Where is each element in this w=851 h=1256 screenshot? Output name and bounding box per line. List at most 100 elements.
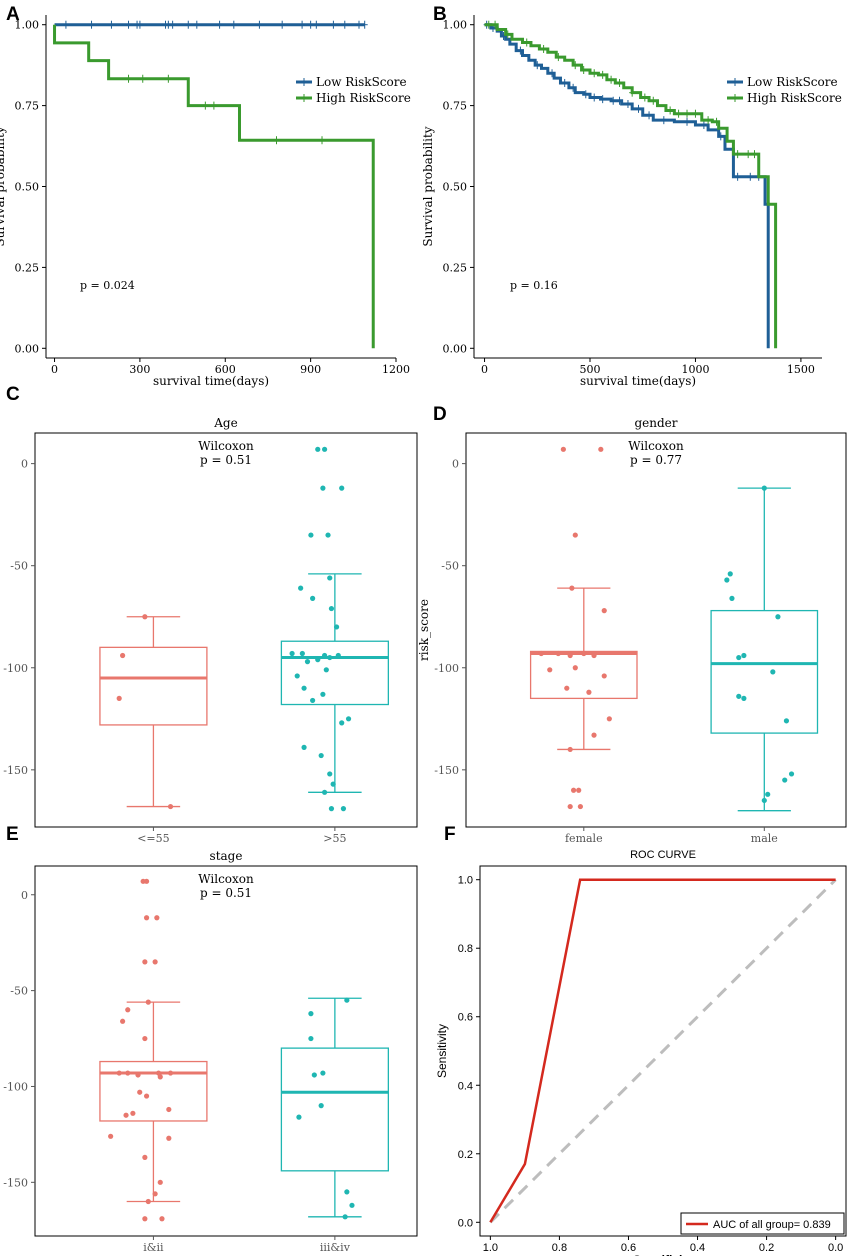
data-point: [572, 532, 578, 538]
data-point: [339, 485, 345, 491]
km-plot-a: 0.00 0.25 0.50 0.75 1.00 0 300 600 900 1200 surviv…: [0, 15, 411, 388]
data-point: [327, 575, 333, 581]
data-point: [320, 485, 326, 491]
data-point: [328, 605, 335, 612]
x-axis-label: survival time(days): [580, 374, 696, 388]
panel-b: B 0.00 0.25 0.50 0.75 1.00 0 500 1000 1500 surviv…: [421, 4, 842, 388]
data-point: [761, 485, 767, 491]
y-tick-label: 0.6: [458, 1012, 473, 1024]
data-point: [564, 685, 570, 691]
data-point: [741, 652, 747, 659]
data-point: [782, 777, 788, 783]
data-point: [591, 652, 597, 659]
y-tick-label: 0.8: [458, 943, 473, 955]
data-point: [727, 571, 733, 577]
legend-label: Low RiskScore: [316, 75, 407, 89]
x-tick-label: 500: [580, 363, 601, 376]
data-point: [736, 654, 742, 661]
data-point: [555, 650, 561, 657]
test-name: Wilcoxon: [198, 872, 254, 886]
y-tick-label: -150: [434, 764, 459, 777]
data-point: [308, 1035, 314, 1042]
plot-frame: [34, 865, 418, 1237]
data-point: [598, 446, 604, 452]
data-point: [765, 791, 771, 797]
data-point: [320, 691, 326, 697]
y-tick-label: -100: [434, 662, 459, 675]
panel-letter-b: B: [433, 4, 447, 25]
y-axis-label: Survival probability: [421, 126, 435, 246]
y-tick-label: 0.4: [458, 1080, 473, 1092]
roc-curve: [489, 878, 836, 1223]
data-point: [299, 650, 305, 657]
data-point: [591, 732, 597, 738]
panel-letter-e: E: [6, 824, 19, 845]
data-point: [159, 1216, 165, 1222]
data-point: [125, 1070, 131, 1076]
x-tick-label: female: [565, 832, 603, 845]
iqr-box: [710, 609, 819, 734]
x-tick-label: 1200: [382, 363, 410, 376]
x-tick-label: 0.0: [828, 1242, 843, 1254]
iqr-box: [529, 650, 638, 700]
x-tick-label: i&ii: [143, 1241, 164, 1254]
data-point: [783, 718, 790, 724]
y-axis-label: Survival probability: [0, 126, 7, 246]
data-point: [560, 446, 566, 452]
data-point: [108, 1133, 114, 1139]
iqr-box: [99, 646, 208, 726]
data-point: [335, 652, 341, 659]
data-point: [130, 1110, 136, 1116]
data-point: [308, 1011, 314, 1017]
y-tick-label: 0.0: [458, 1217, 473, 1229]
data-point: [123, 1112, 129, 1118]
data-point: [120, 652, 126, 659]
data-point: [741, 695, 747, 701]
data-point: [298, 585, 304, 591]
plot-title: ROC CURVE: [630, 849, 696, 861]
y-tick-label: 1.00: [443, 19, 468, 32]
data-point: [570, 787, 577, 793]
diagonal-reference-line: [489, 878, 837, 1224]
data-point: [143, 915, 150, 921]
data-point: [581, 650, 587, 657]
data-point: [308, 532, 314, 538]
data-point: [296, 1114, 302, 1120]
y-tick-label: 0.25: [443, 261, 468, 274]
data-point: [567, 652, 573, 659]
data-point: [116, 1070, 122, 1076]
x-tick-label: 0.2: [759, 1242, 774, 1254]
data-point: [157, 1179, 163, 1185]
data-point: [142, 614, 148, 620]
panel-a: A 0.00 0.25 0.50 0.75 1.00 0 300 600 900 1200 surv…: [0, 4, 411, 388]
y-tick-label: 0.50: [443, 181, 468, 194]
panel-letter-d: D: [433, 404, 447, 425]
data-point: [125, 1007, 131, 1013]
data-point: [761, 797, 767, 804]
data-point: [569, 585, 575, 591]
x-tick-label: 900: [300, 363, 321, 376]
data-point: [137, 1089, 143, 1095]
y-tick-label: -50: [10, 985, 28, 998]
plot-frame: [479, 865, 847, 1237]
y-tick-label: 0.2: [458, 1149, 473, 1161]
high-risk-curve: [484, 23, 778, 349]
data-point: [736, 693, 742, 699]
data-point: [152, 959, 158, 965]
data-point: [344, 1189, 350, 1195]
x-axis-label: Specificity: [633, 1253, 693, 1256]
data-point: [770, 669, 776, 675]
data-point: [325, 532, 331, 538]
y-axis-label: Sensitivity: [435, 1024, 449, 1078]
y-tick-label: -50: [10, 560, 28, 573]
data-point: [328, 806, 335, 812]
data-point: [310, 697, 316, 704]
x-tick-label: 300: [129, 363, 150, 376]
km-plot-b: 0.00 0.25 0.50 0.75 1.00 0 500 1000 1500 survival…: [421, 15, 842, 388]
panel-letter-a: A: [6, 4, 20, 25]
data-point: [606, 716, 612, 722]
data-point: [601, 673, 607, 679]
y-tick-label: -100: [3, 1080, 28, 1093]
